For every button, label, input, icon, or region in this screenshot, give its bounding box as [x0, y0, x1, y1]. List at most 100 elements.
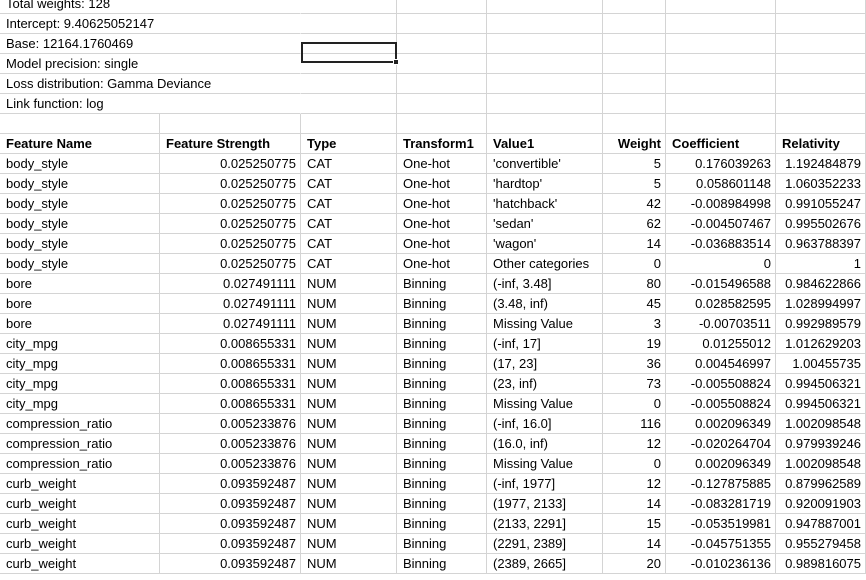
empty-cell[interactable]	[776, 54, 866, 74]
table-cell[interactable]: Binning	[397, 554, 487, 574]
table-cell[interactable]: compression_ratio	[0, 454, 160, 474]
table-cell[interactable]: NUM	[301, 354, 397, 374]
table-cell[interactable]: Binning	[397, 314, 487, 334]
table-cell[interactable]: (-inf, 1977]	[487, 474, 603, 494]
table-cell[interactable]: (-inf, 16.0]	[487, 414, 603, 434]
table-cell[interactable]: 0.992989579	[776, 314, 866, 334]
table-cell[interactable]: CAT	[301, 154, 397, 174]
table-cell[interactable]: 0.008655331	[160, 334, 301, 354]
table-cell[interactable]: 0.989816075	[776, 554, 866, 574]
table-cell[interactable]: NUM	[301, 474, 397, 494]
table-cell[interactable]: CAT	[301, 214, 397, 234]
table-cell[interactable]: city_mpg	[0, 394, 160, 414]
table-cell[interactable]: NUM	[301, 414, 397, 434]
table-cell[interactable]: Binning	[397, 434, 487, 454]
table-cell[interactable]: compression_ratio	[0, 434, 160, 454]
table-cell[interactable]: NUM	[301, 394, 397, 414]
empty-cell[interactable]	[603, 74, 666, 94]
table-cell[interactable]: body_style	[0, 154, 160, 174]
empty-cell[interactable]	[301, 14, 397, 34]
column-header[interactable]: Feature Name	[0, 134, 160, 154]
table-cell[interactable]: -0.053519981	[666, 514, 776, 534]
empty-cell[interactable]	[776, 94, 866, 114]
table-cell[interactable]: 0.025250775	[160, 234, 301, 254]
table-cell[interactable]: 0.991055247	[776, 194, 866, 214]
table-cell[interactable]: curb_weight	[0, 474, 160, 494]
table-cell[interactable]: 1.060352233	[776, 174, 866, 194]
empty-cell[interactable]	[603, 114, 666, 134]
table-cell[interactable]: 0.025250775	[160, 214, 301, 234]
table-cell[interactable]: NUM	[301, 274, 397, 294]
table-cell[interactable]: 0.963788397	[776, 234, 866, 254]
table-cell[interactable]: 0	[603, 454, 666, 474]
table-cell[interactable]: (2133, 2291]	[487, 514, 603, 534]
table-cell[interactable]: 0.955279458	[776, 534, 866, 554]
table-cell[interactable]: curb_weight	[0, 514, 160, 534]
empty-cell[interactable]	[603, 34, 666, 54]
table-cell[interactable]: -0.005508824	[666, 374, 776, 394]
table-cell[interactable]: 1.012629203	[776, 334, 866, 354]
empty-cell[interactable]	[603, 0, 666, 14]
table-cell[interactable]: bore	[0, 274, 160, 294]
table-cell[interactable]: 'wagon'	[487, 234, 603, 254]
table-cell[interactable]: Binning	[397, 514, 487, 534]
table-cell[interactable]: 0.008655331	[160, 354, 301, 374]
empty-cell[interactable]	[776, 34, 866, 54]
table-cell[interactable]: 0.027491111	[160, 274, 301, 294]
empty-cell[interactable]	[666, 114, 776, 134]
table-cell[interactable]: CAT	[301, 194, 397, 214]
empty-cell[interactable]	[603, 94, 666, 114]
table-cell[interactable]: -0.020264704	[666, 434, 776, 454]
table-cell[interactable]: NUM	[301, 334, 397, 354]
table-cell[interactable]: 0	[666, 254, 776, 274]
table-cell[interactable]: curb_weight	[0, 554, 160, 574]
table-cell[interactable]: 12	[603, 474, 666, 494]
table-cell[interactable]: (2389, 2665]	[487, 554, 603, 574]
table-cell[interactable]: Binning	[397, 334, 487, 354]
table-cell[interactable]: 0.025250775	[160, 174, 301, 194]
table-cell[interactable]: 116	[603, 414, 666, 434]
table-cell[interactable]: 0.002096349	[666, 454, 776, 474]
meta-cell[interactable]: Total weights: 128	[0, 0, 301, 14]
table-cell[interactable]: One-hot	[397, 194, 487, 214]
empty-cell[interactable]	[666, 54, 776, 74]
empty-cell[interactable]	[487, 14, 603, 34]
table-cell[interactable]: Binning	[397, 414, 487, 434]
table-cell[interactable]: One-hot	[397, 174, 487, 194]
table-cell[interactable]: city_mpg	[0, 334, 160, 354]
empty-cell[interactable]	[397, 114, 487, 134]
table-cell[interactable]: 1.002098548	[776, 414, 866, 434]
table-cell[interactable]: 0.028582595	[666, 294, 776, 314]
table-cell[interactable]: 0.920091903	[776, 494, 866, 514]
table-cell[interactable]: -0.045751355	[666, 534, 776, 554]
table-cell[interactable]: One-hot	[397, 254, 487, 274]
table-cell[interactable]: (23, inf)	[487, 374, 603, 394]
table-cell[interactable]: One-hot	[397, 234, 487, 254]
table-cell[interactable]: (3.48, inf)	[487, 294, 603, 314]
table-cell[interactable]: 0.093592487	[160, 554, 301, 574]
table-cell[interactable]: NUM	[301, 514, 397, 534]
table-cell[interactable]: -0.127875885	[666, 474, 776, 494]
column-header[interactable]: Relativity	[776, 134, 866, 154]
table-cell[interactable]: One-hot	[397, 214, 487, 234]
table-cell[interactable]: 3	[603, 314, 666, 334]
table-cell[interactable]: Binning	[397, 454, 487, 474]
table-cell[interactable]: NUM	[301, 314, 397, 334]
empty-cell[interactable]	[776, 114, 866, 134]
empty-cell[interactable]	[666, 14, 776, 34]
table-cell[interactable]: Other categories	[487, 254, 603, 274]
table-cell[interactable]: Missing Value	[487, 394, 603, 414]
table-cell[interactable]: 'hatchback'	[487, 194, 603, 214]
table-cell[interactable]: 0.002096349	[666, 414, 776, 434]
table-cell[interactable]: 45	[603, 294, 666, 314]
empty-cell[interactable]	[397, 14, 487, 34]
table-cell[interactable]: 1	[776, 254, 866, 274]
empty-cell[interactable]	[487, 114, 603, 134]
table-cell[interactable]: Binning	[397, 494, 487, 514]
column-header[interactable]: Transform1	[397, 134, 487, 154]
column-header[interactable]: Type	[301, 134, 397, 154]
meta-cell[interactable]: Loss distribution: Gamma Deviance	[0, 74, 301, 94]
table-cell[interactable]: (17, 23]	[487, 354, 603, 374]
table-cell[interactable]: NUM	[301, 554, 397, 574]
table-cell[interactable]: 0.093592487	[160, 534, 301, 554]
